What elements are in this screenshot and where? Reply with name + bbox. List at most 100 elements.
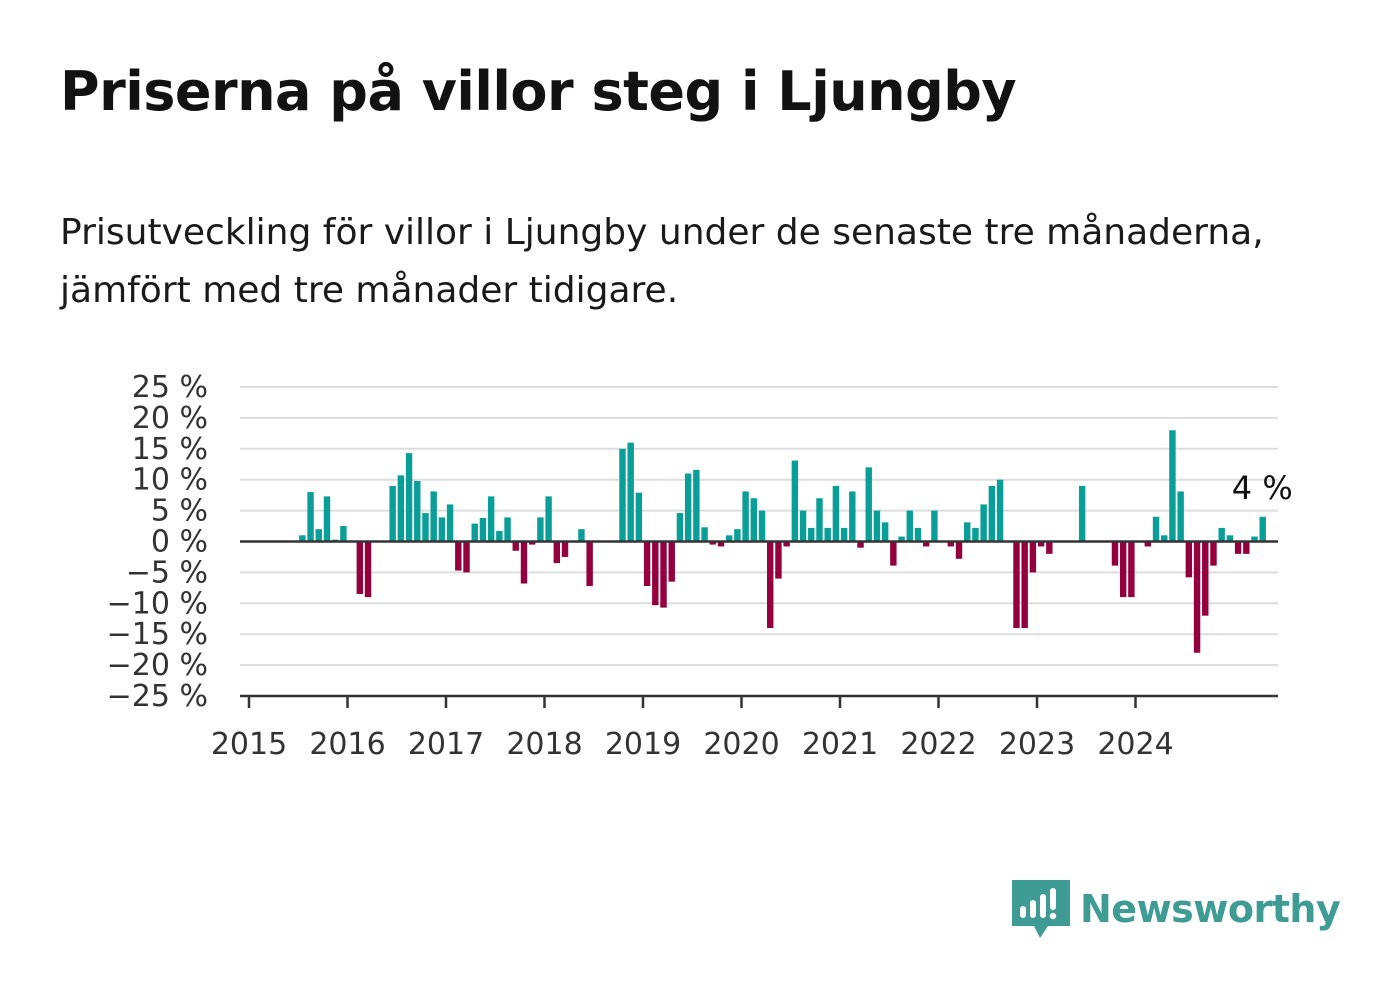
bar bbox=[832, 485, 840, 542]
bar bbox=[922, 541, 930, 547]
bar bbox=[422, 513, 429, 542]
bar bbox=[1046, 541, 1053, 554]
bar bbox=[504, 517, 511, 542]
y-tick-label: −5 % bbox=[126, 555, 208, 590]
bar bbox=[890, 541, 897, 566]
bar bbox=[307, 492, 314, 542]
bar bbox=[578, 529, 585, 542]
newsworthy-logo-icon bbox=[1012, 880, 1070, 938]
bar bbox=[340, 526, 347, 542]
bar bbox=[1161, 535, 1168, 542]
x-tick-label: 2022 bbox=[900, 727, 976, 762]
bar bbox=[972, 527, 979, 542]
bar bbox=[709, 541, 716, 545]
y-tick-label: 25 % bbox=[132, 370, 208, 405]
bar bbox=[487, 496, 495, 542]
y-tick-label: −15 % bbox=[107, 617, 208, 652]
y-tick-label: −10 % bbox=[107, 586, 208, 621]
bar bbox=[545, 496, 552, 542]
bar bbox=[816, 498, 823, 542]
bar bbox=[931, 510, 938, 542]
bar bbox=[725, 535, 733, 542]
y-tick-label: 5 % bbox=[151, 494, 208, 529]
bar bbox=[299, 535, 306, 542]
bar bbox=[660, 541, 667, 608]
y-tick-label: −20 % bbox=[107, 648, 208, 683]
bar bbox=[512, 541, 519, 551]
x-tick-label: 2020 bbox=[703, 727, 779, 762]
x-tick-label: 2019 bbox=[605, 727, 681, 762]
bar bbox=[430, 491, 437, 542]
bar bbox=[750, 498, 758, 542]
bar bbox=[1243, 541, 1250, 554]
bar bbox=[1177, 491, 1184, 542]
bar bbox=[1234, 541, 1242, 554]
bar bbox=[791, 460, 799, 542]
bar bbox=[537, 517, 544, 542]
x-tick-label: 2024 bbox=[1097, 727, 1173, 762]
x-tick-label: 2023 bbox=[999, 727, 1075, 762]
x-tick-label: 2021 bbox=[802, 727, 878, 762]
bar bbox=[1119, 541, 1127, 598]
bar bbox=[1029, 541, 1037, 573]
bar bbox=[455, 541, 462, 571]
bar bbox=[397, 475, 405, 542]
bar bbox=[693, 469, 700, 542]
bar bbox=[389, 485, 396, 542]
bar bbox=[742, 491, 749, 542]
bar bbox=[701, 527, 708, 542]
bar bbox=[881, 522, 889, 542]
bar bbox=[586, 541, 593, 586]
x-tick-label: 2017 bbox=[408, 727, 484, 762]
y-tick-label: 0 % bbox=[151, 525, 208, 560]
bar bbox=[947, 541, 955, 547]
bar bbox=[988, 485, 996, 542]
bar bbox=[1226, 535, 1234, 542]
bar bbox=[479, 518, 487, 542]
bar bbox=[414, 480, 421, 542]
bar bbox=[528, 541, 536, 545]
bar bbox=[849, 491, 856, 542]
bar bbox=[1210, 541, 1217, 566]
bar bbox=[857, 541, 864, 548]
bar bbox=[1169, 430, 1176, 542]
bar bbox=[364, 541, 372, 598]
x-tick-label: 2018 bbox=[506, 727, 582, 762]
bar bbox=[840, 527, 848, 542]
y-tick-label: −25 % bbox=[107, 679, 208, 714]
bar bbox=[767, 541, 774, 629]
bar bbox=[1202, 541, 1209, 616]
bar bbox=[1037, 541, 1045, 547]
bar bbox=[1144, 541, 1152, 547]
bar bbox=[980, 504, 987, 542]
bar bbox=[1193, 541, 1201, 653]
bar bbox=[619, 448, 626, 542]
bar bbox=[463, 541, 470, 573]
bar bbox=[635, 492, 643, 542]
bar bbox=[996, 479, 1004, 542]
bar bbox=[799, 510, 807, 542]
bar bbox=[955, 541, 963, 559]
y-axis-ticks: 25 %20 %15 %10 %5 %0 %−5 %−10 %−15 %−20 … bbox=[107, 370, 208, 714]
bar bbox=[758, 510, 766, 542]
bar bbox=[1128, 541, 1135, 598]
bar bbox=[627, 442, 634, 542]
x-tick-label: 2016 bbox=[309, 727, 385, 762]
bar bbox=[734, 529, 741, 542]
bar bbox=[676, 513, 684, 542]
bar bbox=[1218, 527, 1225, 542]
bar bbox=[775, 541, 782, 579]
bar bbox=[684, 473, 692, 542]
newsworthy-brand: Newsworthy bbox=[1010, 876, 1341, 942]
bar bbox=[914, 527, 922, 542]
y-tick-label: 15 % bbox=[132, 432, 208, 467]
bar bbox=[561, 541, 569, 557]
bar bbox=[873, 510, 881, 542]
x-tick-label: 2015 bbox=[211, 727, 287, 762]
bar bbox=[1152, 516, 1160, 542]
bar bbox=[898, 536, 905, 542]
chart-title: Priserna på villor steg i Ljungby bbox=[60, 60, 1017, 123]
bar bbox=[808, 527, 815, 542]
bar bbox=[553, 541, 561, 564]
